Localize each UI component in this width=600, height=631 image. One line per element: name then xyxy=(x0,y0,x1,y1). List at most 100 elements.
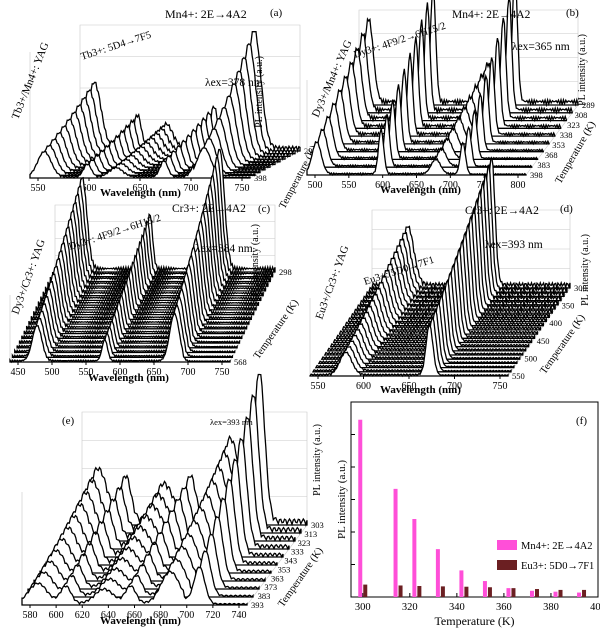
z-tick-label: 373 xyxy=(264,582,277,592)
spectrum-curve xyxy=(317,99,539,161)
annotation: Cr3+: 2E→4A2 xyxy=(172,203,246,215)
x-tick-label: 550 xyxy=(341,180,356,191)
annotation: Cr3+: 2E→4A2 xyxy=(465,205,539,217)
z-tick-label: 398 xyxy=(530,170,543,180)
x-axis-label: Wavelength (nm) xyxy=(100,187,181,199)
spectrum-curve xyxy=(317,301,518,365)
z-tick-label: 289 xyxy=(582,100,595,110)
spectrum-curve xyxy=(309,323,509,378)
annotation: λex=365 nm xyxy=(512,41,570,53)
legend-label: Eu3+: 5D0→7F1 xyxy=(521,561,594,572)
x-axis-label: Wavelength (nm) xyxy=(380,384,461,396)
x-tick-label: 650 xyxy=(133,183,148,194)
annotation: λex=384 nm xyxy=(195,243,253,255)
waterfall-panel-3: 450 500 550 600 650 700 750 Wavelength (nm) 298 5… xyxy=(9,148,302,384)
x-tick-label: 450 xyxy=(11,367,26,378)
x-tick-label: 700 xyxy=(184,183,199,194)
x-tick-label: 650 xyxy=(147,367,162,378)
bar-eu xyxy=(582,589,587,597)
x-tick-label: 380 xyxy=(543,602,559,613)
spectrum-curve xyxy=(323,84,544,154)
bar-eu xyxy=(417,586,422,597)
panel-label: (a) xyxy=(270,7,283,19)
z-tick-label: 500 xyxy=(524,353,537,363)
waterfall-panel-5: 580 600 620 640 660 680 700 720 740 Wavelength (n… xyxy=(21,373,326,627)
z-tick-label: 338 xyxy=(560,130,573,140)
x-tick-label: 500 xyxy=(308,180,323,191)
x-tick-label: 550 xyxy=(31,183,46,194)
z-axis-label: Temperature (K) xyxy=(252,297,302,361)
legend-swatch xyxy=(497,560,517,570)
z-tick-label: 368 xyxy=(545,150,558,160)
panel-label: (e) xyxy=(62,415,75,427)
bar-eu xyxy=(558,589,563,597)
x-tick-label: 700 xyxy=(447,381,462,392)
spectrum-curve xyxy=(312,316,512,374)
z-tick-label: 398 xyxy=(254,173,267,183)
y-axis-label: PL intensity (a.u.) xyxy=(577,34,588,106)
annotation: Tb3+: 5D4→7F5 xyxy=(80,30,153,63)
bar-eu xyxy=(487,587,492,597)
bar-eu xyxy=(464,586,469,597)
bar-mn xyxy=(459,570,464,597)
x-tick-label: 750 xyxy=(493,381,508,392)
bar-eu xyxy=(440,586,445,597)
panel-label: (f) xyxy=(576,415,587,427)
annotation: Mn4+: 2E→4A2 xyxy=(165,7,247,21)
z-tick-label: 383 xyxy=(537,160,550,170)
bar-mn xyxy=(412,519,417,597)
spectrum-curve xyxy=(314,309,515,369)
bar-mn xyxy=(482,581,487,597)
x-tick-label: 600 xyxy=(356,381,371,392)
x-tick-label: 340 xyxy=(449,602,465,613)
z-tick-label: 383 xyxy=(258,591,271,601)
x-tick-label: 360 xyxy=(496,602,512,613)
z-tick-label: 300 xyxy=(574,283,587,293)
y-axis-label: PL intensity (a.u.) xyxy=(250,224,261,296)
x-tick-label: 300 xyxy=(355,602,371,613)
x-tick-label: 620 xyxy=(75,610,90,621)
panel-label: (c) xyxy=(258,203,271,215)
x-tick-label: 750 xyxy=(215,367,230,378)
plot-frame xyxy=(350,401,599,598)
sample-label: Tb3+/Mn4+: YAG xyxy=(10,41,52,122)
spectrum-curve xyxy=(335,52,556,139)
x-tick-label: 750 xyxy=(235,183,250,194)
spectrum-curve xyxy=(21,566,248,606)
x-tick-label: 550 xyxy=(311,381,326,392)
bar-eu xyxy=(398,585,403,597)
z-tick-label: 313 xyxy=(304,529,317,539)
y-axis-label: PL intensity (a.u.) xyxy=(580,234,591,306)
annotation: Mn4+: 2E→4A2 xyxy=(452,9,531,21)
x-tick-label: 400 xyxy=(590,602,600,613)
bar-chart-panel: 300 320 340 360 380 400 Temperature (K) PL inte… xyxy=(336,401,600,628)
spectrum-curve xyxy=(341,36,562,131)
z-tick-label: 400 xyxy=(549,318,562,328)
z-tick-label: 308 xyxy=(575,110,588,120)
annotation: λex=393 nm xyxy=(485,239,543,251)
bar-eu xyxy=(511,588,516,597)
x-axis-label: Wavelength (nm) xyxy=(88,372,169,384)
z-tick-label: 303 xyxy=(311,520,324,530)
bar-mn xyxy=(577,592,582,597)
x-tick-label: 600 xyxy=(82,183,97,194)
x-tick-label: 320 xyxy=(402,602,418,613)
annotation: λex=378 nm xyxy=(205,77,263,89)
x-tick-label: 580 xyxy=(23,610,38,621)
bar-mn xyxy=(529,590,534,597)
spectrum-curve xyxy=(320,294,521,361)
z-tick-label: 568 xyxy=(234,357,247,367)
z-tick-label: 353 xyxy=(278,564,291,574)
bar-eu xyxy=(534,589,539,597)
x-tick-label: 600 xyxy=(375,180,390,191)
z-tick-label: 350 xyxy=(562,301,575,311)
sample-label: Eu3+/Cr3+: YAG xyxy=(314,244,352,321)
x-tick-label: 700 xyxy=(443,180,458,191)
x-tick-label: 650 xyxy=(402,381,417,392)
z-tick-label: 298 xyxy=(279,267,292,277)
z-tick-label: 363 xyxy=(271,573,284,583)
spectrum-curve xyxy=(9,312,231,364)
y-axis-label: PL intensity (a.u.) xyxy=(336,460,348,539)
legend-swatch xyxy=(497,540,517,550)
